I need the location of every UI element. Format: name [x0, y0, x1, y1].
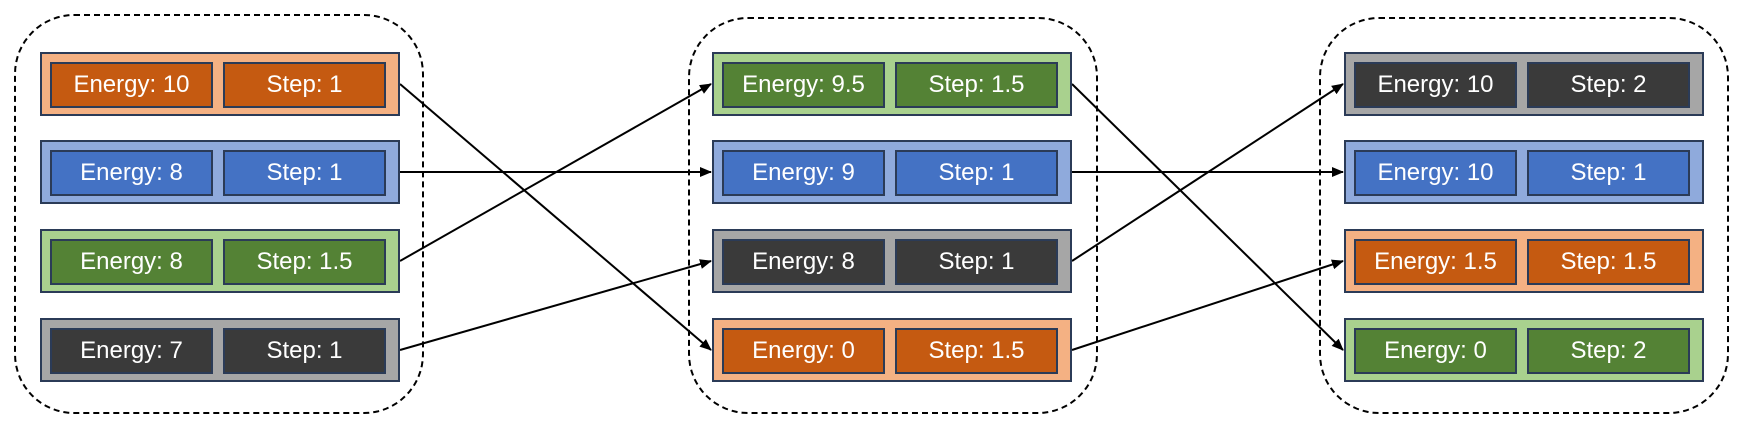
step-label: Step: 1: [895, 239, 1058, 285]
energy-label: Energy: 9: [722, 150, 885, 196]
arrow-8: [1071, 259, 1344, 351]
step-label: Step: 1: [223, 150, 386, 196]
energy-label: Energy: 7: [50, 328, 213, 374]
step-label: Step: 1: [223, 62, 386, 108]
energy-label: Energy: 10: [1354, 150, 1517, 196]
group-frame-2: [688, 17, 1098, 414]
group-2-row-1: Energy: 9.5 Step: 1.5: [712, 52, 1072, 116]
step-label: Step: 1.5: [223, 239, 386, 285]
arrows-group: [399, 83, 1344, 351]
energy-label: Energy: 10: [1354, 62, 1517, 108]
arrow-4: [399, 259, 712, 351]
step-label: Step: 1.5: [895, 62, 1058, 108]
step-label: Step: 2: [1527, 62, 1690, 108]
step-label: Step: 1: [895, 150, 1058, 196]
group-1-row-3: Energy: 8 Step: 1.5: [40, 229, 400, 293]
group-1-row-4: Energy: 7 Step: 1: [40, 318, 400, 382]
step-label: Step: 1: [1527, 150, 1690, 196]
group-3-row-1: Energy: 10 Step: 2: [1344, 52, 1704, 116]
arrow-3: [399, 83, 712, 262]
group-2-row-4: Energy: 0 Step: 1.5: [712, 318, 1072, 382]
group-2-row-3: Energy: 8 Step: 1: [712, 229, 1072, 293]
energy-label: Energy: 9.5: [722, 62, 885, 108]
step-label: Step: 1.5: [1527, 239, 1690, 285]
arrow-5: [1071, 83, 1344, 351]
group-2-row-2: Energy: 9 Step: 1: [712, 140, 1072, 204]
group-1-row-2: Energy: 8 Step: 1: [40, 140, 400, 204]
arrow-7: [1071, 83, 1344, 262]
group-frame-1: [14, 14, 424, 414]
energy-label: Energy: 8: [722, 239, 885, 285]
step-label: Step: 2: [1527, 328, 1690, 374]
group-3-row-3: Energy: 1.5 Step: 1.5: [1344, 229, 1704, 293]
energy-label: Energy: 8: [50, 150, 213, 196]
group-3-row-4: Energy: 0 Step: 2: [1344, 318, 1704, 382]
step-label: Step: 1.5: [895, 328, 1058, 374]
group-1-row-1: Energy: 10 Step: 1: [40, 52, 400, 116]
arrow-1: [399, 83, 712, 351]
energy-label: Energy: 8: [50, 239, 213, 285]
energy-label: Energy: 1.5: [1354, 239, 1517, 285]
energy-label: Energy: 0: [722, 328, 885, 374]
energy-label: Energy: 0: [1354, 328, 1517, 374]
step-label: Step: 1: [223, 328, 386, 374]
group-frame-3: [1319, 17, 1729, 414]
energy-label: Energy: 10: [50, 62, 213, 108]
group-3-row-2: Energy: 10 Step: 1: [1344, 140, 1704, 204]
